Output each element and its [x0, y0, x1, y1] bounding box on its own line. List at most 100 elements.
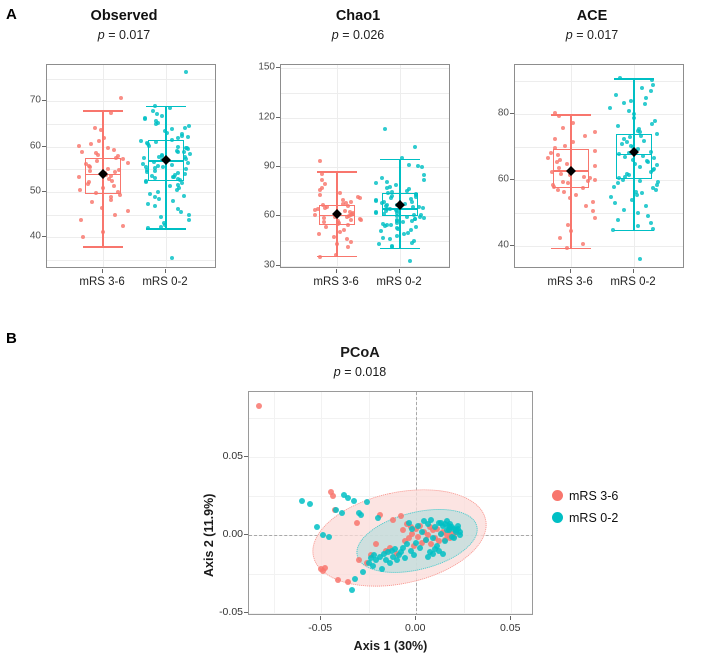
y-axis-tick-label: -0.05: [219, 605, 243, 618]
data-point: [626, 151, 631, 156]
data-point: [342, 209, 347, 214]
data-point: [175, 182, 180, 187]
data-point: [651, 82, 656, 87]
data-point: [557, 166, 562, 171]
data-point: [417, 544, 423, 551]
data-point: [113, 213, 118, 218]
panel-b-letter: B: [6, 330, 17, 347]
gridline: [281, 68, 449, 70]
data-point: [365, 560, 372, 567]
plot-area-chao1: [280, 64, 450, 268]
data-point: [176, 170, 181, 175]
data-point: [640, 86, 645, 91]
data-point: [338, 229, 343, 234]
data-point: [306, 501, 313, 507]
data-point: [141, 161, 146, 166]
data-point: [379, 229, 384, 234]
data-point: [102, 136, 107, 141]
data-point: [322, 220, 327, 225]
data-point: [384, 209, 389, 214]
data-point: [344, 214, 349, 219]
y-axis-tick-label: 30: [263, 259, 275, 271]
boxplot-whisker-cap: [613, 229, 655, 231]
data-point: [327, 488, 334, 495]
data-point: [146, 143, 151, 148]
data-point: [100, 186, 105, 191]
data-point: [632, 112, 637, 117]
x-axis-tick-label: mRS 3-6: [313, 276, 359, 288]
data-point: [426, 524, 433, 531]
data-point: [322, 564, 328, 571]
data-point: [331, 234, 336, 239]
data-point: [335, 577, 342, 584]
data-point: [185, 135, 190, 140]
boxplot-whisker-cap: [82, 246, 124, 248]
boxplot-whisker-cap: [613, 78, 655, 80]
data-point: [139, 138, 144, 143]
data-point: [390, 553, 397, 560]
x-axis-tick-label: mRS 3-6: [79, 276, 125, 288]
data-point: [650, 186, 655, 191]
data-point: [623, 174, 628, 179]
y-axis-tick-mark: [42, 190, 46, 192]
data-point: [182, 171, 187, 176]
x-axis-tick-label: mRS 3-6: [547, 276, 593, 288]
data-point: [580, 186, 585, 191]
data-point: [413, 525, 420, 532]
gridline: [249, 457, 532, 459]
data-point: [125, 208, 130, 213]
data-point: [424, 553, 431, 560]
data-point: [162, 129, 167, 134]
data-point: [317, 159, 322, 164]
gridline: [337, 65, 339, 267]
data-point: [388, 184, 393, 189]
data-point: [107, 177, 112, 182]
data-point: [341, 227, 346, 232]
gridline: [47, 123, 215, 125]
data-point: [160, 164, 165, 169]
data-point: [375, 515, 382, 521]
data-point: [344, 578, 351, 585]
data-point: [145, 201, 150, 206]
data-point: [643, 102, 648, 107]
data-point: [420, 518, 427, 525]
data-point: [563, 143, 568, 148]
data-point: [144, 179, 149, 184]
data-point: [147, 191, 152, 196]
data-point: [96, 152, 101, 157]
chart-title-observed: Observed: [90, 8, 158, 24]
data-point: [389, 189, 394, 194]
data-point: [635, 224, 640, 229]
data-point: [403, 202, 408, 207]
data-point: [644, 204, 649, 209]
y-axis-tick-label: 70: [29, 94, 41, 106]
gridline: [281, 117, 449, 119]
y-axis-tick-mark: [244, 534, 248, 536]
data-point: [580, 242, 585, 247]
data-point: [445, 522, 452, 529]
data-point: [318, 192, 323, 197]
data-point: [564, 162, 569, 167]
data-point: [649, 121, 654, 126]
data-point: [428, 541, 435, 548]
data-point: [404, 188, 409, 193]
data-point: [567, 196, 572, 201]
legend-label: mRS 0-2: [569, 511, 619, 525]
data-point: [384, 204, 389, 209]
data-point: [77, 144, 82, 149]
data-point: [347, 210, 352, 215]
data-point: [413, 539, 420, 546]
data-point: [373, 181, 378, 186]
x-axis-tick-mark: [336, 269, 338, 273]
data-point: [143, 165, 148, 170]
data-point: [317, 188, 322, 193]
y-axis-tick-mark: [276, 67, 280, 69]
data-point: [334, 242, 339, 247]
data-point: [608, 105, 613, 110]
x-axis-tick-mark: [320, 616, 322, 620]
x-axis-tick-label: mRS 0-2: [142, 276, 188, 288]
data-point: [407, 187, 412, 192]
data-point: [437, 519, 444, 526]
data-point: [432, 546, 439, 553]
data-point: [379, 566, 385, 573]
